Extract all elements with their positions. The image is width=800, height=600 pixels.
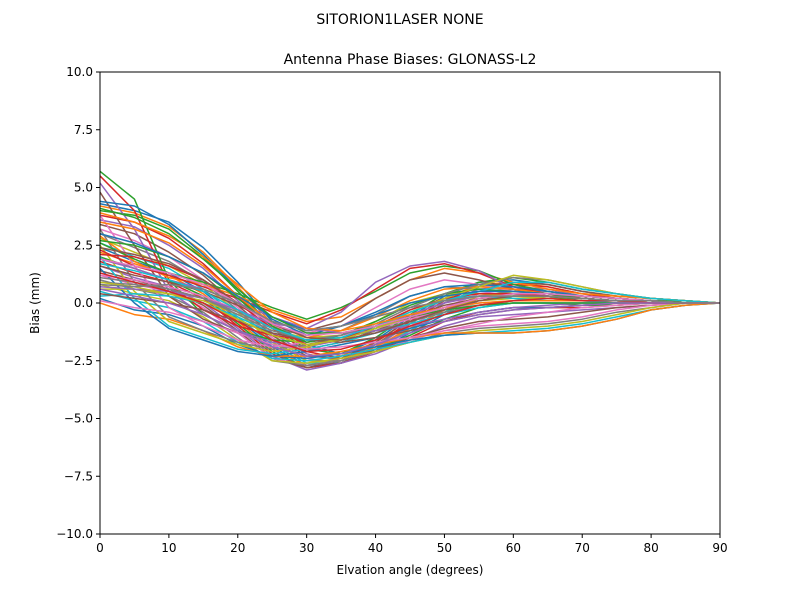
x-tick-label: 40 — [368, 541, 383, 555]
x-tick-label: 10 — [161, 541, 176, 555]
y-tick-label: −7.5 — [64, 469, 93, 483]
x-tick-label: 80 — [643, 541, 658, 555]
series-line-57 — [100, 258, 720, 337]
x-tick-label: 70 — [575, 541, 590, 555]
y-axis: −10.0 −7.5 −5.0 −2.5 0.0 2.5 5.0 7.5 10.0 — [56, 65, 100, 541]
x-tick-label: 50 — [437, 541, 452, 555]
chart-title: Antenna Phase Biases: GLONASS-L2 — [284, 52, 537, 68]
series-lines — [100, 170, 720, 371]
x-tick-label: 60 — [506, 541, 521, 555]
x-axis: 0 10 20 30 40 50 60 70 80 90 — [96, 534, 728, 555]
x-tick-label: 90 — [712, 541, 727, 555]
y-tick-label: −10.0 — [56, 527, 93, 541]
y-tick-label: 5.0 — [74, 181, 93, 195]
figure-suptitle: SITORION1LASER NONE — [316, 12, 483, 28]
y-tick-label: 10.0 — [66, 65, 93, 79]
series-line-50 — [100, 262, 720, 341]
series-line-47 — [100, 299, 720, 350]
y-axis-label: Bias (mm) — [28, 272, 42, 334]
y-tick-label: 7.5 — [74, 123, 93, 137]
x-tick-label: 30 — [299, 541, 314, 555]
series-line-55 — [100, 288, 720, 357]
y-tick-label: 2.5 — [74, 238, 93, 252]
series-line-58 — [100, 283, 720, 332]
y-tick-label: 0.0 — [74, 296, 93, 310]
y-tick-label: −2.5 — [64, 354, 93, 368]
y-tick-label: −5.0 — [64, 412, 93, 426]
x-axis-label: Elvation angle (degrees) — [337, 563, 484, 577]
x-tick-label: 0 — [96, 541, 104, 555]
x-tick-label: 20 — [230, 541, 245, 555]
